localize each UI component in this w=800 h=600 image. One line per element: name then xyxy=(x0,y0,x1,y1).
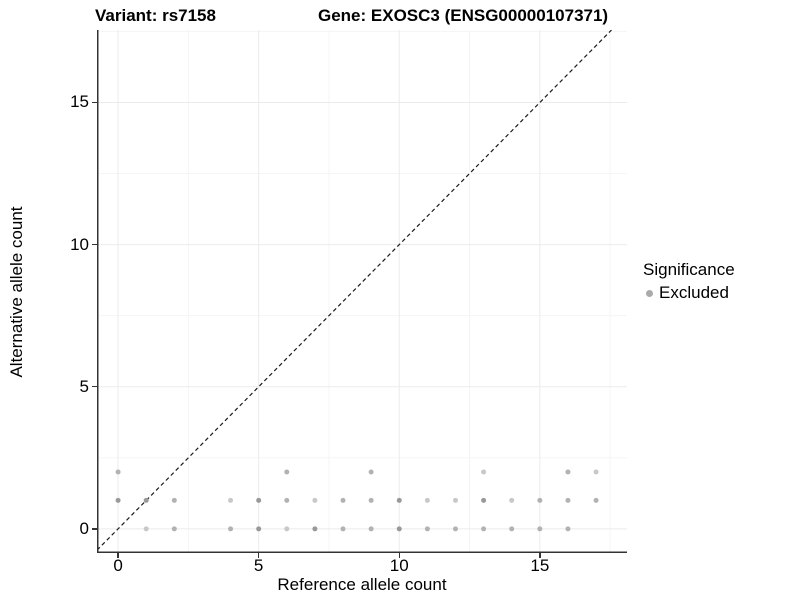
data-point xyxy=(143,526,149,532)
y-tick-label: 0 xyxy=(79,518,89,538)
gene-title: Gene: EXOSC3 (ENSG00000107371) xyxy=(318,6,609,25)
data-point xyxy=(228,526,234,532)
plot-panel xyxy=(97,30,627,553)
data-point xyxy=(593,469,599,475)
data-point xyxy=(537,526,543,532)
legend-point-icon xyxy=(646,289,653,297)
x-tick-label: 5 xyxy=(253,556,264,575)
data-point xyxy=(565,526,571,532)
data-point xyxy=(509,526,515,532)
data-point xyxy=(115,469,121,475)
data-point xyxy=(228,497,234,503)
data-point xyxy=(256,497,262,503)
data-point xyxy=(368,497,374,503)
data-point xyxy=(396,526,402,532)
data-point xyxy=(481,469,487,475)
data-point xyxy=(340,526,346,532)
data-point xyxy=(171,497,177,503)
data-point xyxy=(368,526,374,532)
y-tick-label: 15 xyxy=(70,92,89,112)
data-point xyxy=(340,497,346,503)
legend: Significance Excluded xyxy=(643,260,735,303)
data-point xyxy=(284,526,290,532)
data-point xyxy=(452,497,458,503)
data-point xyxy=(565,497,571,503)
data-point xyxy=(481,497,487,503)
data-point xyxy=(593,497,599,503)
legend-title: Significance xyxy=(643,260,735,279)
y-tick-label: 10 xyxy=(70,234,89,254)
data-point xyxy=(312,497,318,503)
x-tick-label: 10 xyxy=(389,556,409,575)
y-tick-mark xyxy=(92,385,97,388)
data-point xyxy=(509,497,515,503)
y-tick-mark xyxy=(92,243,97,246)
data-point xyxy=(115,497,121,503)
data-point xyxy=(424,497,430,503)
variant-title: Variant: rs7158 xyxy=(95,6,216,25)
identity-diagonal-line xyxy=(97,30,612,551)
x-tick-label: 15 xyxy=(530,556,550,575)
data-point xyxy=(537,497,543,503)
data-point xyxy=(452,526,458,532)
y-axis-title: Alternative allele count xyxy=(7,206,26,378)
x-tick-label: 0 xyxy=(113,556,123,575)
data-point xyxy=(565,469,571,475)
x-axis-title: Reference allele count xyxy=(277,575,447,594)
y-tick-label: 5 xyxy=(79,376,89,396)
x-tick-mark xyxy=(117,553,119,558)
x-tick-mark xyxy=(539,553,541,558)
data-point xyxy=(256,526,262,532)
data-point xyxy=(143,497,149,503)
data-point xyxy=(312,526,318,532)
legend-entry-label: Excluded xyxy=(659,283,729,302)
x-tick-mark xyxy=(257,553,260,558)
data-point xyxy=(424,526,430,532)
data-point xyxy=(171,526,177,532)
data-point xyxy=(368,469,374,475)
plot-area xyxy=(97,30,627,553)
legend-entry-excluded: Excluded xyxy=(643,283,735,303)
x-tick-mark xyxy=(398,553,400,558)
y-tick-mark xyxy=(92,101,97,104)
data-point xyxy=(284,469,290,475)
data-point xyxy=(396,497,402,503)
data-point xyxy=(284,497,290,503)
data-point xyxy=(481,526,487,532)
y-tick-mark xyxy=(92,528,97,530)
